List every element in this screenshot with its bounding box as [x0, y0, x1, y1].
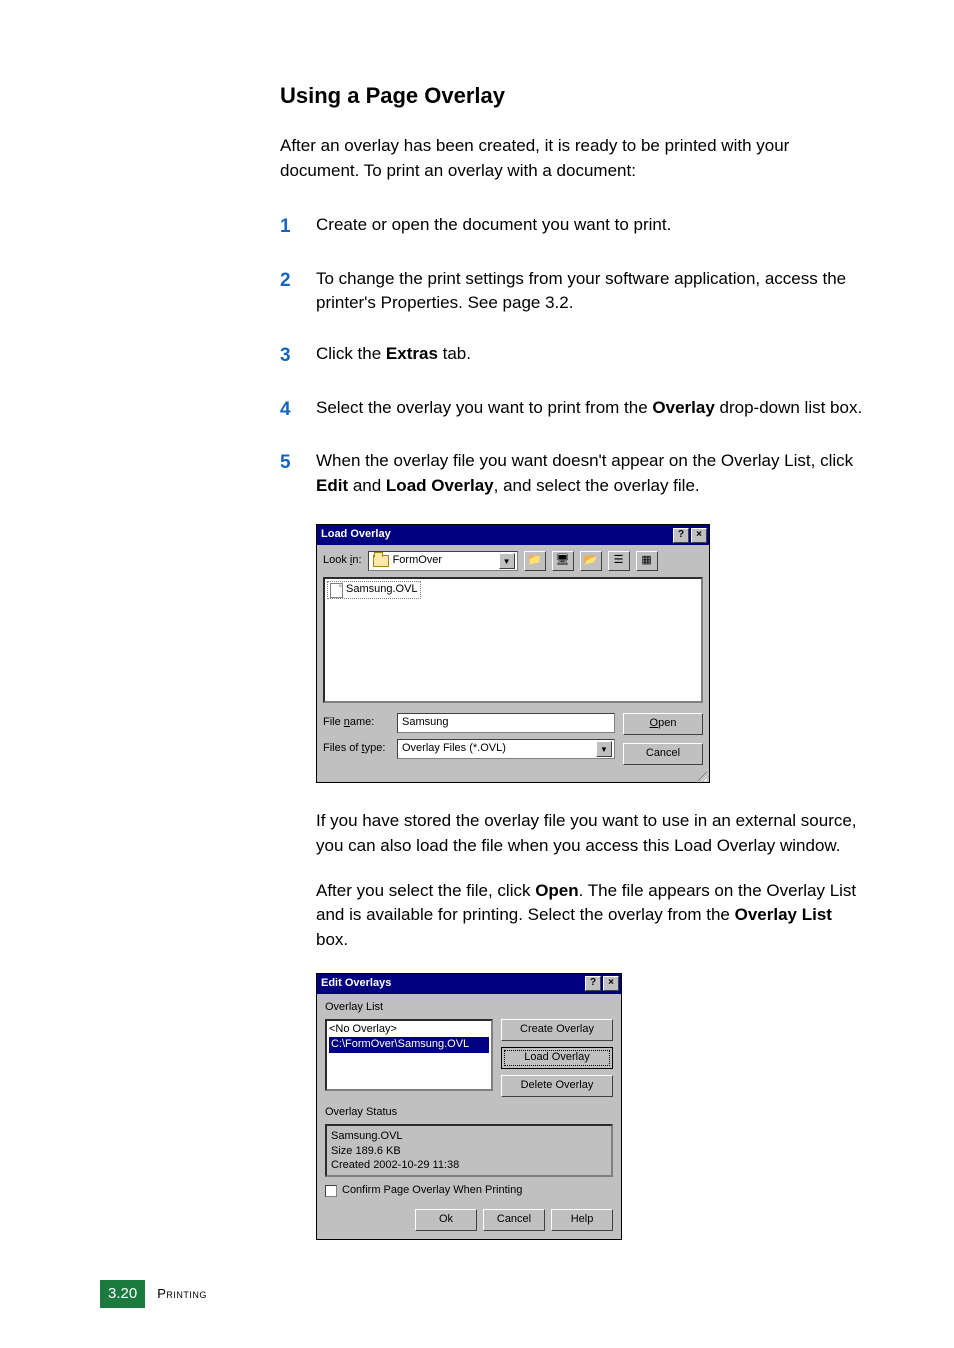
file-name-input[interactable]: Samsung [397, 713, 615, 733]
text: drop-down list box. [715, 398, 862, 417]
step-text: Select the overlay you want to print fro… [316, 396, 864, 424]
ok-button[interactable]: Ok [415, 1209, 477, 1231]
close-button[interactable]: × [691, 528, 707, 543]
titlebar[interactable]: Edit Overlays ? × [317, 974, 621, 994]
step-2: 2 To change the print settings from your… [280, 267, 864, 316]
page-number-badge: 3.20 [100, 1280, 145, 1308]
status-line: Created 2002-10-29 11:38 [331, 1158, 607, 1172]
step-text: To change the print settings from your s… [316, 267, 864, 316]
text: Select the overlay you want to print fro… [316, 398, 652, 417]
list-view-icon[interactable]: ☰ [608, 551, 630, 571]
overlay-listbox[interactable]: <No Overlay> C:\FormOver\Samsung.OVL [325, 1019, 493, 1091]
look-in-label: Look in: [323, 553, 362, 569]
paragraph: If you have stored the overlay file you … [316, 809, 864, 858]
file-type-label: Files of type: [323, 741, 391, 757]
close-button[interactable]: × [603, 976, 619, 991]
bold-open: Open [535, 881, 578, 900]
titlebar[interactable]: Load Overlay ? × [317, 525, 709, 545]
cancel-button[interactable]: Cancel [483, 1209, 545, 1231]
step-number: 4 [280, 396, 298, 424]
chevron-down-icon[interactable]: ▼ [596, 741, 612, 757]
edit-overlays-dialog: Edit Overlays ? × Overlay List <No Overl… [316, 973, 622, 1241]
footer-section-name: Printing [157, 1285, 207, 1304]
page-footer: 3.20 Printing [100, 1280, 864, 1308]
bold-extras: Extras [386, 344, 438, 363]
load-overlay-button[interactable]: Load Overlay [501, 1047, 613, 1069]
create-overlay-button[interactable]: Create Overlay [501, 1019, 613, 1041]
bold-overlay: Overlay [652, 398, 714, 417]
up-one-level-icon[interactable]: 📁 [524, 551, 546, 571]
details-view-icon[interactable]: ▦ [636, 551, 658, 571]
file-name-label: File name: [323, 715, 391, 731]
dialog-title: Edit Overlays [321, 976, 391, 992]
overlay-status-box: Samsung.OVL Size 189.6 KB Created 2002-1… [325, 1124, 613, 1177]
file-icon [330, 583, 343, 598]
resize-grip-icon[interactable] [695, 769, 707, 781]
file-type-combo[interactable]: Overlay Files (*.OVL) ▼ [397, 739, 615, 759]
overlay-list-label: Overlay List [325, 1000, 613, 1016]
delete-overlay-button[interactable]: Delete Overlay [501, 1075, 613, 1097]
step-5: 5 When the overlay file you want doesn't… [280, 449, 864, 498]
step-text: When the overlay file you want doesn't a… [316, 449, 864, 498]
confirm-checkbox-label: Confirm Page Overlay When Printing [342, 1183, 522, 1199]
bold-load-overlay: Load Overlay [386, 476, 494, 495]
overlay-status-label: Overlay Status [325, 1105, 613, 1121]
step-4: 4 Select the overlay you want to print f… [280, 396, 864, 424]
status-line: Size 189.6 KB [331, 1144, 607, 1158]
look-in-combo[interactable]: FormOver ▼ [368, 551, 518, 571]
paragraph: After you select the file, click Open. T… [316, 879, 864, 953]
folder-icon [373, 555, 389, 567]
help-button[interactable]: ? [585, 976, 601, 991]
confirm-checkbox[interactable] [325, 1185, 337, 1197]
step-number: 3 [280, 342, 298, 370]
text: Click the [316, 344, 386, 363]
chevron-down-icon[interactable]: ▼ [499, 553, 515, 569]
dialog-title: Load Overlay [321, 527, 391, 543]
step-text: Click the Extras tab. [316, 342, 864, 370]
file-item[interactable]: Samsung.OVL [327, 581, 421, 599]
intro-paragraph: After an overlay has been created, it is… [280, 134, 864, 183]
bold-edit: Edit [316, 476, 348, 495]
text: and [348, 476, 386, 495]
section-heading: Using a Page Overlay [280, 80, 864, 112]
text: When the overlay file you want doesn't a… [316, 451, 853, 470]
step-1: 1 Create or open the document you want t… [280, 213, 864, 241]
new-folder-icon[interactable]: 📂 [580, 551, 602, 571]
text: tab. [438, 344, 471, 363]
bold-overlay-list: Overlay List [735, 905, 832, 924]
cancel-button[interactable]: Cancel [623, 743, 703, 765]
desktop-icon[interactable]: 🖥 [552, 551, 574, 571]
text: , and select the overlay file. [494, 476, 700, 495]
step-number: 5 [280, 449, 298, 498]
open-button[interactable]: Open [623, 713, 703, 735]
load-overlay-dialog: Load Overlay ? × Look in: FormOver ▼ 📁 🖥… [316, 524, 710, 783]
file-type-value: Overlay Files (*.OVL) [402, 741, 506, 757]
help-button[interactable]: Help [551, 1209, 613, 1231]
list-item[interactable]: <No Overlay> [329, 1022, 489, 1038]
status-line: Samsung.OVL [331, 1129, 607, 1143]
step-number: 1 [280, 213, 298, 241]
explanatory-paragraphs: If you have stored the overlay file you … [316, 809, 864, 952]
look-in-value: FormOver [393, 553, 443, 569]
help-button[interactable]: ? [673, 528, 689, 543]
list-item-selected[interactable]: C:\FormOver\Samsung.OVL [329, 1037, 489, 1053]
step-number: 2 [280, 267, 298, 316]
file-list[interactable]: Samsung.OVL [323, 577, 703, 703]
step-3: 3 Click the Extras tab. [280, 342, 864, 370]
file-name: Samsung.OVL [346, 582, 418, 598]
step-text: Create or open the document you want to … [316, 213, 864, 241]
